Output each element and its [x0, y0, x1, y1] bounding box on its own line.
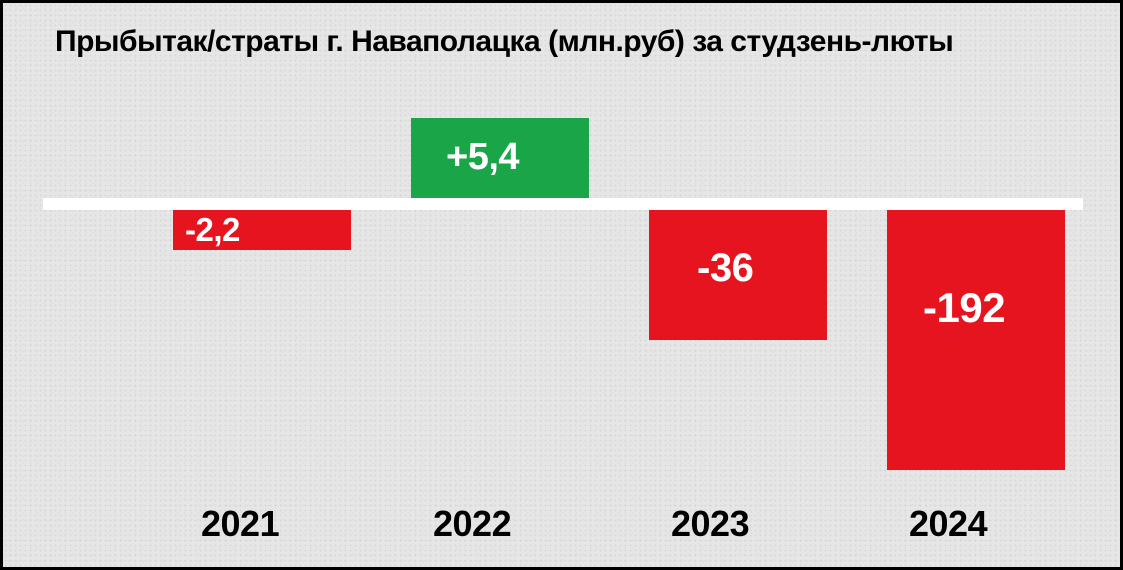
year-label-2023: 2023 — [671, 503, 749, 545]
bar-label-2024: -192 — [923, 284, 1005, 332]
bar-label-2021: -2,2 — [185, 211, 240, 249]
chart-canvas: Прыбытак/страты г. Наваполацка (млн.руб)… — [0, 0, 1123, 570]
year-label-2021: 2021 — [201, 503, 279, 545]
bar-label-2023: -36 — [697, 246, 753, 291]
bar-2024 — [887, 210, 1065, 470]
year-label-2022: 2022 — [433, 503, 511, 545]
chart-title: Прыбытак/страты г. Наваполацка (млн.руб)… — [55, 25, 953, 59]
chart-baseline — [43, 198, 1083, 210]
bar-label-2022: +5,4 — [446, 136, 519, 179]
year-label-2024: 2024 — [909, 503, 987, 545]
